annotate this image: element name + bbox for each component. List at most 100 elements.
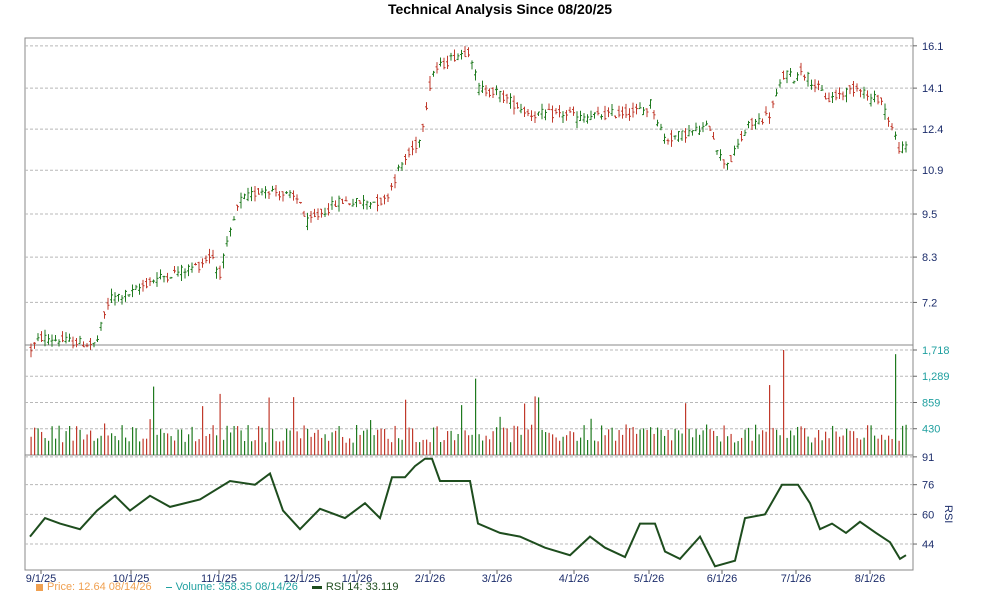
volume-bar — [842, 435, 844, 455]
volume-bar — [79, 429, 81, 455]
x-tick-label: 11/1/25 — [201, 573, 237, 585]
x-tick-label: 2/1/26 — [415, 573, 446, 585]
volume-bar — [205, 436, 207, 455]
volume-bar — [559, 440, 561, 455]
volume-tick-label: 430 — [922, 424, 940, 436]
volume-bar — [730, 433, 732, 455]
volume-bar — [118, 440, 120, 455]
volume-bar — [860, 439, 862, 455]
volume-bar — [181, 429, 183, 455]
volume-bar — [457, 433, 459, 455]
volume-bar — [667, 429, 669, 455]
volume-tick-label: 1,289 — [922, 371, 950, 383]
volume-bar — [510, 442, 512, 455]
volume-bar — [156, 434, 158, 455]
volume-bar — [139, 441, 141, 455]
legend-volume-label: Volume: 358.35 08/14/26 — [175, 581, 298, 593]
volume-bar — [41, 431, 43, 455]
volume-bar — [737, 441, 739, 455]
volume-bar — [114, 435, 116, 455]
volume-bar — [776, 429, 778, 455]
volume-bar — [758, 434, 760, 455]
volume-bar — [331, 432, 333, 455]
volume-bar — [142, 438, 144, 455]
volume-bar — [429, 442, 431, 455]
volume-bar — [499, 416, 501, 455]
volume-bar — [716, 436, 718, 455]
volume-bar — [415, 441, 417, 455]
x-tick-label: 5/1/26 — [634, 573, 665, 585]
volume-bar — [443, 440, 445, 455]
legend-item-volume: Volume: 358.35 08/14/26 — [165, 581, 298, 593]
x-tick-label: 4/1/26 — [559, 573, 590, 585]
price-tick-label: 14.1 — [922, 83, 943, 95]
volume-bar — [436, 426, 438, 455]
volume-bar — [601, 425, 603, 455]
volume-bar — [636, 433, 638, 455]
volume-bar — [160, 429, 162, 455]
volume-bar — [401, 439, 403, 455]
grid-lines — [25, 45, 913, 545]
volume-bar — [629, 428, 631, 455]
legend-rsi-label: RSI 14: 33.119 — [325, 581, 399, 593]
volume-bar — [891, 438, 893, 455]
volume-bar — [825, 431, 827, 455]
volume-bar — [254, 440, 256, 455]
rsi-axis-label: RSI — [942, 505, 954, 523]
volume-bar — [905, 424, 907, 455]
volume-bar — [779, 435, 781, 455]
volume-bar — [464, 430, 466, 455]
x-tick-label: 8/1/26 — [855, 573, 886, 585]
volume-bar — [853, 431, 855, 455]
volume-bar — [513, 425, 515, 455]
volume-bar — [261, 427, 263, 455]
volume-bar — [58, 425, 60, 455]
volume-bar — [790, 430, 792, 455]
volume-bar — [807, 436, 809, 455]
price-tick-label: 9.5 — [922, 209, 937, 221]
volume-bar — [580, 437, 582, 455]
volume-tick-label: 1,718 — [922, 345, 950, 357]
volume-bar — [898, 440, 900, 455]
volume-bar — [618, 430, 620, 455]
volume-bar — [216, 435, 218, 455]
legend-item-price: Price: 12.64 08/14/26 — [36, 581, 152, 593]
volume-bar — [177, 429, 179, 455]
volume-bar — [440, 441, 442, 455]
volume-bar — [888, 435, 890, 455]
price-tick-label: 10.9 — [922, 165, 943, 177]
volume-bar — [426, 439, 428, 455]
volume-bar — [664, 435, 666, 455]
volume-bar — [380, 428, 382, 455]
volume-bar — [37, 428, 39, 455]
volume-bar — [317, 429, 319, 455]
volume-bar — [69, 426, 71, 455]
volume-bar — [576, 440, 578, 455]
price-legend-icon — [36, 583, 43, 591]
volume-bar — [800, 426, 802, 455]
volume-bar — [384, 428, 386, 455]
volume-bar — [90, 430, 92, 455]
volume-bar — [303, 425, 305, 455]
volume-bar — [583, 425, 585, 455]
volume-bar — [632, 426, 634, 455]
volume-bar — [300, 438, 302, 455]
volume-bar — [650, 427, 652, 455]
chart-title: Technical Analysis Since 08/20/25 — [387, 1, 613, 17]
volume-bar — [734, 442, 736, 455]
volume-bar — [569, 431, 571, 455]
volume-bar — [282, 440, 284, 455]
price-tick-label: 7.2 — [922, 297, 937, 309]
rsi-line — [29, 457, 907, 568]
volume-bar — [573, 432, 575, 455]
volume-bar — [524, 403, 526, 455]
volume-bar — [709, 429, 711, 455]
volume-bar — [751, 440, 753, 455]
volume-bar — [394, 425, 396, 455]
volume-bar — [51, 426, 53, 455]
volume-bar — [338, 426, 340, 455]
volume-bar — [527, 429, 529, 455]
volume-bar — [884, 439, 886, 455]
volume-bar — [685, 403, 687, 455]
volume-bar — [251, 441, 253, 455]
